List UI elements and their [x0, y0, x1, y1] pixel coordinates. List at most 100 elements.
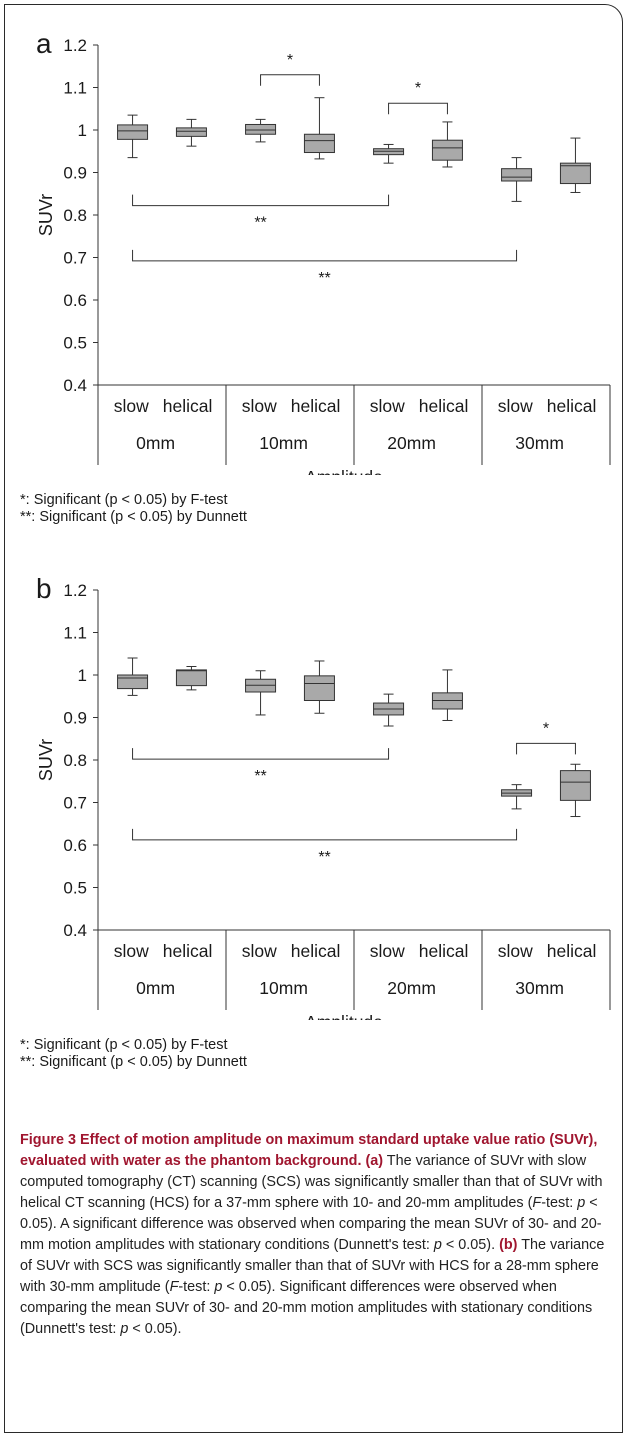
note-ftest: *: Significant (p < 0.05) by F-test [20, 1037, 228, 1053]
group-tick-label: 10mm [259, 433, 308, 453]
group-tick-label: 30mm [515, 433, 564, 453]
y-tick-label: 1 [78, 121, 87, 140]
y-tick-label: 0.9 [63, 164, 87, 183]
y-tick-label: 0.7 [63, 249, 87, 268]
y-tick-label: 0.5 [63, 334, 87, 353]
y-tick-label: 1.2 [63, 36, 87, 55]
caption-b-marker: (b) [499, 1237, 518, 1253]
box-iqr [559, 162, 591, 185]
method-tick-label: slow [114, 396, 149, 416]
legend-notes-a: *: Significant (p < 0.05) by F-test **: … [20, 492, 610, 526]
caption-italic: p [120, 1321, 129, 1337]
figure-caption: Figure 3 Effect of motion amplitude on m… [20, 1130, 612, 1340]
caption-text: The variance of SUVr with SCS was signif… [20, 1237, 605, 1295]
y-tick-label: 0.9 [63, 709, 87, 728]
note-dunnett: **: Significant (p < 0.05) by Dunnett [20, 1054, 247, 1070]
box-plot-b: b 0.4 0.5 0.6 0.7 0.8 0.9 1 1.1 1.2 SUVr slow helica… [36, 573, 611, 1020]
figure-frame [4, 4, 623, 1433]
box-iqr [175, 127, 207, 137]
method-tick-label: helical [419, 396, 469, 416]
caption-a-marker: (a) [365, 1153, 384, 1169]
group-tick-label: 20mm [387, 978, 436, 998]
group-tick-label: 10mm [259, 978, 308, 998]
caption-title: Figure 3 Effect of motion amplitude on m… [20, 1132, 598, 1169]
box-iqr [501, 168, 533, 182]
x-axis-label: Amplitude [305, 467, 383, 475]
caption-text: The variance of SUVr with slow computed … [20, 1153, 603, 1211]
panel-a: a 0.4 0.5 0.6 0.7 0.8 0.9 1 1.1 1.2 SUVr slow helica… [0, 0, 627, 475]
y-tick-label: 0.6 [63, 291, 87, 310]
caption-italic: p [577, 1195, 586, 1211]
significance-bracket [388, 102, 448, 115]
y-tick-label: 0.7 [63, 794, 87, 813]
significance-marker: ** [254, 215, 266, 232]
caption-text: < 0.05). A significant difference was ob… [20, 1195, 602, 1253]
caption-italic: F [532, 1195, 542, 1211]
significance-marker: ** [318, 849, 330, 866]
note-ftest: *: Significant (p < 0.05) by F-test [20, 492, 228, 508]
legend-notes-b: *: Significant (p < 0.05) by F-test **: … [20, 1037, 610, 1071]
group-tick-label: 0mm [136, 978, 175, 998]
method-tick-label: helical [291, 941, 341, 961]
caption-italic: p [433, 1237, 442, 1253]
significance-bracket [132, 194, 390, 207]
box-iqr [245, 123, 277, 135]
box-iqr [175, 669, 207, 687]
significance-marker: * [287, 52, 293, 69]
y-axis-label: SUVr [36, 194, 56, 236]
box-iqr [559, 770, 591, 801]
method-tick-label: slow [242, 396, 277, 416]
x-axis-label: Amplitude [305, 1012, 383, 1020]
group-tick-label: 30mm [515, 978, 564, 998]
y-tick-label: 0.4 [63, 376, 87, 395]
y-tick-label: 0.5 [63, 879, 87, 898]
method-tick-label: helical [547, 941, 597, 961]
panel-label: b [36, 573, 52, 604]
significance-marker: * [543, 720, 549, 737]
box-iqr [117, 124, 149, 140]
caption-text: < 0.05). [441, 1237, 500, 1253]
y-tick-label: 1.1 [63, 79, 87, 98]
significance-bracket [132, 748, 390, 760]
box-iqr [303, 675, 335, 702]
caption-italic: F [169, 1279, 179, 1295]
method-tick-label: slow [242, 941, 277, 961]
group-tick-label: 20mm [387, 433, 436, 453]
box-iqr [117, 674, 149, 690]
significance-marker: * [415, 80, 421, 97]
caption-text: < 0.05). Significant differences were ob… [20, 1279, 593, 1337]
method-tick-label: slow [370, 396, 405, 416]
box-iqr [303, 133, 335, 154]
caption-text: -test: [178, 1279, 215, 1295]
caption-text: < 0.05). [128, 1321, 182, 1337]
y-tick-label: 1 [78, 666, 87, 685]
significance-marker: ** [318, 270, 330, 287]
box-plot-a: a 0.4 0.5 0.6 0.7 0.8 0.9 1 1.1 1.2 SUVr slow helica… [36, 28, 611, 475]
y-tick-label: 0.4 [63, 921, 87, 940]
box-iqr [431, 139, 463, 161]
y-tick-label: 0.8 [63, 751, 87, 770]
caption-italic: p [214, 1279, 223, 1295]
significance-marker: ** [254, 768, 266, 785]
panel-label: a [36, 28, 52, 59]
method-tick-label: helical [547, 396, 597, 416]
method-tick-label: helical [291, 396, 341, 416]
significance-bracket [132, 828, 518, 841]
group-tick-label: 0mm [136, 433, 175, 453]
note-dunnett: **: Significant (p < 0.05) by Dunnett [20, 509, 247, 525]
method-tick-label: slow [498, 941, 533, 961]
y-tick-label: 0.8 [63, 206, 87, 225]
significance-bracket [516, 742, 576, 755]
y-tick-label: 0.6 [63, 836, 87, 855]
caption-text: -test: [541, 1195, 578, 1211]
method-tick-label: helical [419, 941, 469, 961]
panel-b: b 0.4 0.5 0.6 0.7 0.8 0.9 1 1.1 1.2 SUVr slow helica… [0, 545, 627, 1020]
method-tick-label: helical [163, 941, 213, 961]
method-tick-label: slow [114, 941, 149, 961]
method-tick-label: slow [370, 941, 405, 961]
y-tick-label: 1.1 [63, 624, 87, 643]
method-tick-label: helical [163, 396, 213, 416]
y-tick-label: 1.2 [63, 581, 87, 600]
significance-bracket [260, 74, 320, 86]
method-tick-label: slow [498, 396, 533, 416]
